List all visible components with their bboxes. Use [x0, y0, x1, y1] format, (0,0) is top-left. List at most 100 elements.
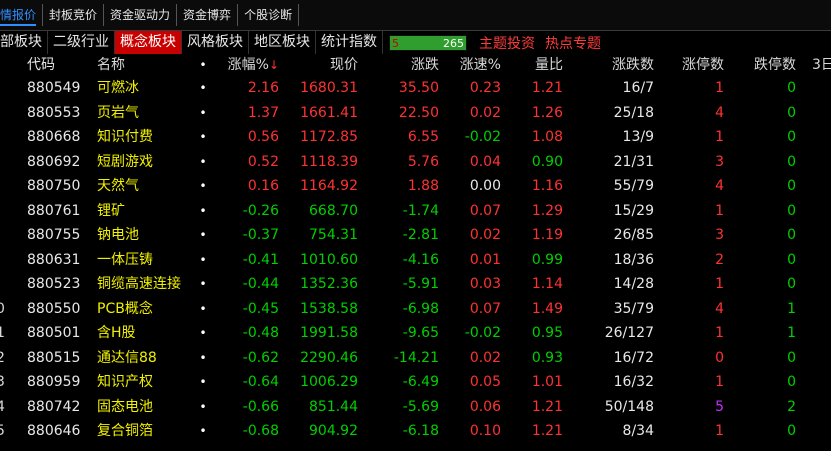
col-code-header[interactable]: 代码 [27, 57, 55, 73]
col-updown-header[interactable]: 涨跌数 [612, 57, 654, 73]
row-index: 2 [0, 349, 5, 366]
sector-name: 页岩气 [97, 104, 139, 121]
table-row[interactable]: 4 880742 固态电池 • -0.66 851.44 -5.69 0.06 1.21 50/1… [0, 395, 831, 420]
tab-region-sectors[interactable]: 地区板块 [249, 31, 316, 54]
up-down-count: 14/28 [613, 276, 654, 292]
table-row[interactable]: 0 880550 PCB概念 • -0.45 1538.58 -6.98 0.07 1.49 35… [0, 297, 831, 322]
table-body: 880549 可燃冰 • 2.16 1680.31 35.50 0.23 1.21 16/7 1 0… [0, 76, 831, 444]
tab-stock-diagnosis[interactable]: 个股诊断 [238, 4, 300, 26]
row-dot-icon: • [199, 326, 207, 340]
volume-ratio: 0.90 [531, 153, 563, 170]
speed: 0.00 [469, 178, 501, 194]
table-row[interactable]: 880553 页岩气 • 1.37 1661.41 22.50 0.02 1.26 25/18 4… [0, 101, 831, 126]
limit-down-count: 0 [787, 153, 796, 170]
limit-up-count: 2 [715, 251, 724, 268]
change-pct: -0.44 [242, 276, 279, 292]
limit-down-count: 0 [787, 227, 796, 243]
volume-ratio: 1.21 [531, 398, 563, 415]
limit-down-count: 0 [787, 349, 796, 366]
stat-box-right: 265 [443, 36, 464, 50]
top-tab-bar: 情报价 封板竞价 资金驱动力 资金博弈 个股诊断 [0, 0, 831, 31]
sector-name: 可燃冰 [97, 80, 139, 96]
tab-stat-index[interactable]: 统计指数 [316, 31, 383, 54]
tab-style-sectors[interactable]: 风格板块 [182, 31, 249, 54]
sector-name: 锂矿 [97, 202, 125, 219]
table-row[interactable]: 5 880646 复合铜箔 • -0.68 904.92 -6.18 0.10 1.21 8/34… [0, 419, 831, 444]
volume-ratio: 1.26 [531, 104, 563, 121]
sector-name: 固态电池 [97, 398, 153, 415]
sector-name: 知识产权 [97, 374, 153, 390]
speed: 0.01 [469, 251, 501, 268]
table-row[interactable]: 1 880501 含H股 • -0.48 1991.58 -9.65 -0.02 0.95 26/… [0, 321, 831, 346]
limit-down-count: 0 [787, 251, 796, 268]
change: -1.74 [402, 202, 439, 219]
col-change-header[interactable]: 涨跌 [411, 57, 439, 73]
tab-industry-l2[interactable]: 二级行业 [48, 31, 115, 54]
speed: 0.02 [469, 104, 501, 121]
row-index: 4 [0, 398, 5, 415]
tab-limit-bidding[interactable]: 封板竞价 [43, 4, 105, 26]
table-row[interactable]: 2 880515 通达信88 • -0.62 2290.46 -14.21 0.02 0.93 1… [0, 346, 831, 371]
price: 1991.58 [300, 325, 358, 341]
change-pct: -0.37 [242, 227, 279, 243]
up-down-count: 8/34 [622, 423, 654, 439]
row-dot-icon: • [199, 301, 207, 316]
price: 904.92 [309, 423, 358, 439]
col-speed-header[interactable]: 涨速% [459, 57, 501, 73]
speed: 0.02 [469, 227, 501, 243]
speed: 0.02 [469, 349, 501, 366]
table-row[interactable]: 880668 知识付费 • 0.56 1172.85 6.55 -0.02 1.08 13/9 1… [0, 125, 831, 150]
table-row[interactable]: 880761 锂矿 • -0.26 668.70 -1.74 0.07 1.29 15/29 1 0 [0, 199, 831, 224]
table-row[interactable]: 880523 铜缆高速连接 • -0.44 1352.36 -5.91 0.03 1.14 14… [0, 272, 831, 297]
hot-topics-link[interactable]: 热点专题 [545, 35, 601, 52]
limit-up-count: 1 [715, 202, 724, 219]
change-pct: -0.62 [242, 349, 279, 366]
up-down-stat-box: 5 265 [389, 34, 467, 51]
up-down-count: 55/79 [613, 178, 654, 194]
up-down-count: 16/32 [613, 374, 654, 390]
col-name-header[interactable]: 名称 [97, 57, 125, 73]
tab-fund-game[interactable]: 资金博弈 [177, 4, 239, 26]
table-row[interactable]: 880750 天然气 • 0.16 1164.92 1.88 0.00 1.16 55/79 4 0 [0, 174, 831, 199]
row-dot-icon: • [199, 179, 207, 193]
table-row[interactable]: 880755 钠电池 • -0.37 754.31 -2.81 0.02 1.19 26/85 3… [0, 223, 831, 248]
sector-name: 短剧游戏 [97, 153, 153, 170]
col-limit-down-header[interactable]: 跌停数 [754, 57, 796, 73]
change: -5.91 [402, 276, 439, 292]
change: -6.98 [402, 300, 439, 317]
limit-up-count: 0 [715, 349, 724, 366]
tab-all-sectors[interactable]: 部板块 [0, 31, 48, 54]
table-row[interactable]: 880549 可燃冰 • 2.16 1680.31 35.50 0.23 1.21 16/7 1 0 [0, 76, 831, 101]
table-row[interactable]: 3 880959 知识产权 • -0.64 1006.29 -6.49 0.05 1.01 16/… [0, 370, 831, 395]
tab-concept-sectors[interactable]: 概念板块 [115, 31, 182, 54]
col-price-header[interactable]: 现价 [330, 57, 358, 73]
col-pct-label: 涨幅% [227, 57, 269, 73]
col-pct-header[interactable]: 涨幅%↓ [205, 54, 279, 76]
speed: -0.02 [464, 129, 501, 145]
table-row[interactable]: 880631 一体压铸 • -0.41 1010.60 -4.16 0.01 0.99 18/3… [0, 248, 831, 273]
volume-ratio: 0.93 [531, 349, 563, 366]
up-down-count: 25/18 [613, 104, 654, 121]
tab-quotes[interactable]: 情报价 [0, 4, 44, 26]
col-3day-header[interactable]: 3日 [812, 57, 831, 73]
tab-fund-drive[interactable]: 资金驱动力 [104, 4, 178, 26]
table-row[interactable]: 880692 短剧游戏 • 0.52 1118.39 5.76 0.04 0.90 21/31 3… [0, 150, 831, 175]
change-pct: 0.16 [247, 178, 279, 194]
speed: 0.07 [469, 300, 501, 317]
sector-name: 天然气 [97, 178, 139, 194]
change: 6.55 [407, 129, 439, 145]
volume-ratio: 0.99 [531, 251, 563, 268]
row-dot-icon: • [199, 105, 207, 120]
col-ratio-header[interactable]: 量比 [535, 57, 563, 73]
limit-up-count: 1 [715, 80, 724, 96]
col-dot-header[interactable]: • [199, 58, 207, 72]
row-dot-icon: • [199, 203, 207, 218]
theme-investment-link[interactable]: 主题投资 [479, 35, 535, 52]
col-limit-up-header[interactable]: 涨停数 [682, 57, 724, 73]
change-pct: 0.52 [247, 153, 279, 170]
sector-name: PCB概念 [97, 300, 153, 317]
sector-code: 880742 [27, 398, 81, 415]
change: -6.18 [402, 423, 439, 439]
speed: 0.07 [469, 202, 501, 219]
price: 1352.36 [300, 276, 358, 292]
